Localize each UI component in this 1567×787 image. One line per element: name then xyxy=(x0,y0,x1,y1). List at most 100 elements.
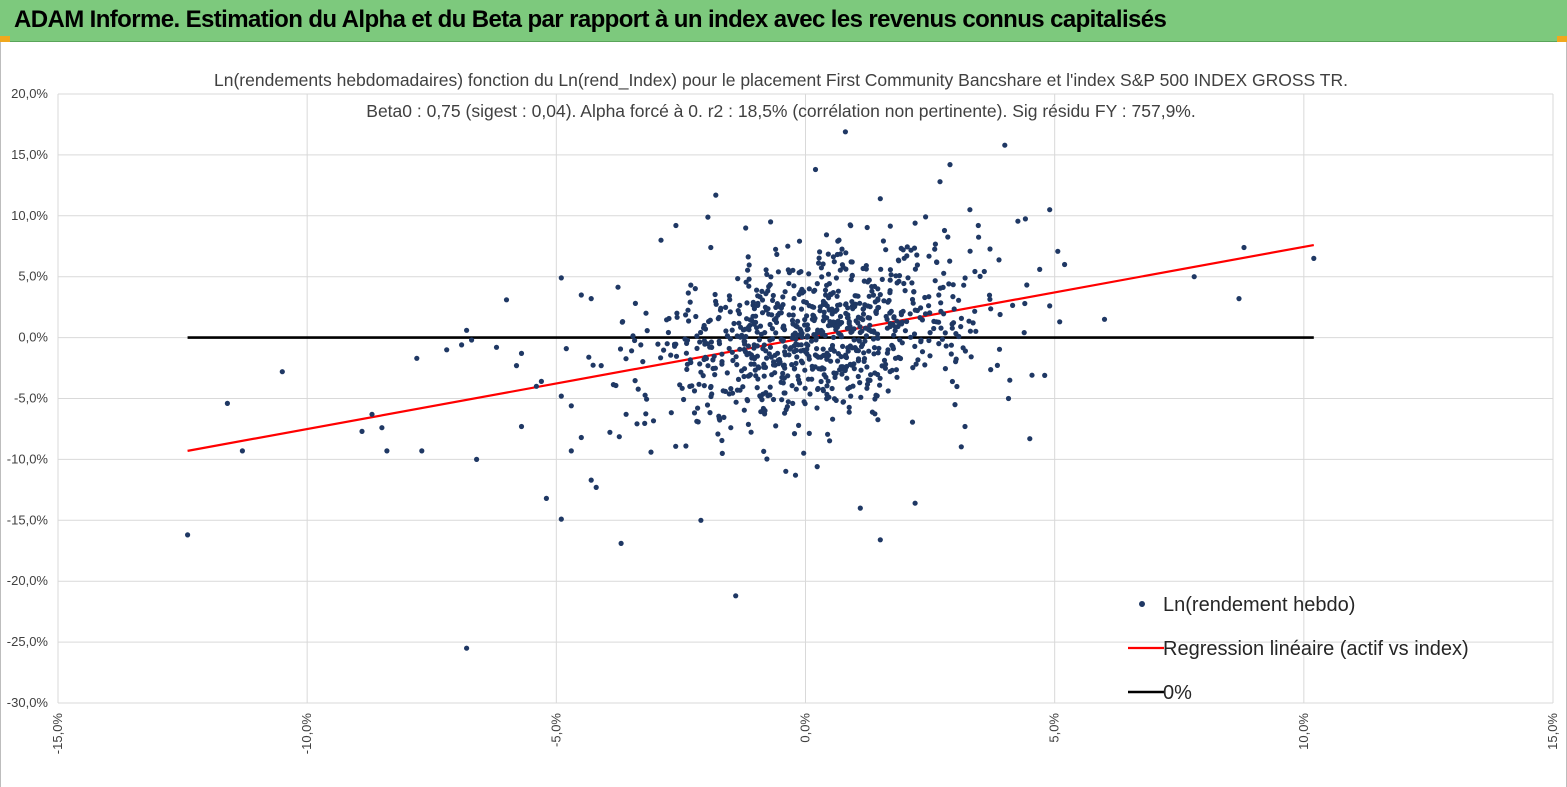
data-point xyxy=(823,292,829,298)
data-point xyxy=(818,354,824,360)
data-point xyxy=(840,343,846,349)
data-point xyxy=(695,419,701,425)
data-point xyxy=(851,366,857,372)
data-point xyxy=(185,532,191,538)
data-point xyxy=(812,315,818,321)
data-point xyxy=(911,289,917,295)
data-point xyxy=(975,222,981,229)
data-point xyxy=(909,280,915,286)
regression-line xyxy=(187,243,1314,452)
data-point xyxy=(734,387,741,393)
data-point xyxy=(741,346,747,353)
data-point xyxy=(558,393,564,399)
data-point xyxy=(775,269,782,275)
data-point xyxy=(811,304,817,310)
data-point xyxy=(757,294,763,300)
data-point xyxy=(712,372,718,378)
data-point xyxy=(648,449,654,455)
data-point xyxy=(702,354,708,360)
data-point xyxy=(938,308,944,314)
legend-label-scatter: Ln(rendement hebdo) xyxy=(1163,594,1355,616)
data-point xyxy=(806,356,812,362)
data-point xyxy=(857,505,863,511)
data-point xyxy=(869,288,875,294)
data-point xyxy=(871,345,878,351)
data-point xyxy=(966,318,972,324)
data-point xyxy=(1047,303,1053,309)
data-point xyxy=(867,327,873,333)
data-point xyxy=(792,472,799,478)
data-point xyxy=(902,328,909,334)
data-point xyxy=(912,266,919,272)
data-point xyxy=(843,266,849,272)
data-point xyxy=(883,313,889,320)
data-point xyxy=(786,270,793,276)
data-point xyxy=(695,405,701,411)
data-point xyxy=(239,448,245,454)
data-point xyxy=(910,300,916,306)
data-point xyxy=(923,214,929,220)
data-point xyxy=(694,333,700,339)
data-point xyxy=(773,246,779,252)
data-point xyxy=(887,223,893,229)
data-point xyxy=(866,293,872,299)
data-point xyxy=(759,288,765,294)
y-tick-label: -5,0% xyxy=(14,391,48,406)
data-point xyxy=(798,342,804,348)
data-point xyxy=(459,342,465,348)
data-point xyxy=(909,419,916,425)
data-point xyxy=(790,305,797,311)
data-point xyxy=(931,318,937,324)
y-tick-label: 15,0% xyxy=(11,147,48,162)
data-point xyxy=(804,346,810,352)
data-point xyxy=(860,306,866,312)
data-point xyxy=(946,281,952,287)
data-point xyxy=(768,219,774,225)
data-point xyxy=(816,255,822,261)
data-point xyxy=(729,327,735,333)
data-point xyxy=(752,367,758,373)
data-point xyxy=(835,238,841,244)
data-point xyxy=(772,370,778,376)
data-point xyxy=(875,335,881,341)
data-point xyxy=(824,383,830,389)
data-point xyxy=(588,477,594,483)
data-point xyxy=(733,354,739,360)
data-point xyxy=(941,227,948,234)
data-point xyxy=(1047,207,1053,213)
data-point xyxy=(793,336,799,342)
data-point xyxy=(843,302,849,308)
data-point xyxy=(1021,330,1027,336)
data-point xyxy=(775,350,781,356)
data-point xyxy=(643,411,649,417)
data-point xyxy=(764,355,770,361)
data-point xyxy=(793,341,799,347)
data-point xyxy=(792,330,798,336)
data-point xyxy=(858,367,864,373)
data-point xyxy=(469,337,475,343)
data-point xyxy=(860,311,867,317)
data-point xyxy=(757,323,764,329)
data-point xyxy=(677,382,683,388)
data-point xyxy=(723,304,729,310)
data-point xyxy=(926,337,932,344)
data-point xyxy=(661,347,667,353)
data-point xyxy=(759,310,766,316)
data-point xyxy=(630,333,636,339)
data-point xyxy=(958,315,965,321)
data-point xyxy=(741,373,747,380)
data-point xyxy=(762,408,768,414)
data-point xyxy=(729,349,735,355)
data-point xyxy=(824,355,830,361)
data-point xyxy=(879,276,885,282)
data-point xyxy=(806,286,812,292)
data-point xyxy=(866,348,872,354)
data-point xyxy=(683,350,690,356)
data-point xyxy=(1024,282,1030,288)
data-point xyxy=(1005,395,1012,402)
y-tick-label: 10,0% xyxy=(11,208,48,223)
data-point xyxy=(533,383,540,389)
data-point xyxy=(823,374,829,380)
chart-title-line-2: Beta0 : 0,75 (sigest : 0,04). Alpha forc… xyxy=(366,101,1195,121)
data-point xyxy=(623,411,629,417)
